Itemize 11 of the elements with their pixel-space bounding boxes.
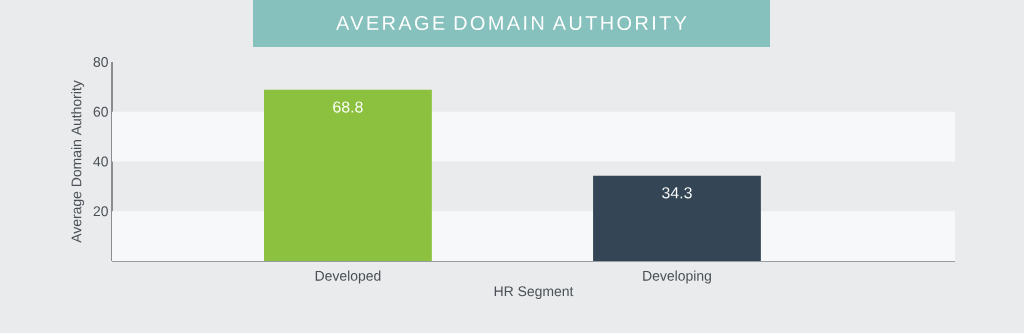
- chart-title: AVERAGE DOMAIN AUTHORITY: [336, 15, 687, 31]
- y-tick-label: 20: [93, 206, 108, 217]
- x-tick-label: Developing: [643, 270, 711, 284]
- x-axis-title: HR Segment: [494, 286, 574, 299]
- x-tick-label: Developed: [315, 270, 381, 284]
- data-label: 34.3: [662, 187, 692, 199]
- y-tick-label: 40: [93, 156, 108, 167]
- y-axis-title: Average Domain Authority: [71, 80, 85, 243]
- y-tick-label: 80: [93, 57, 108, 67]
- data-label: 68.8: [333, 101, 363, 113]
- y-tick-label: 60: [93, 106, 108, 117]
